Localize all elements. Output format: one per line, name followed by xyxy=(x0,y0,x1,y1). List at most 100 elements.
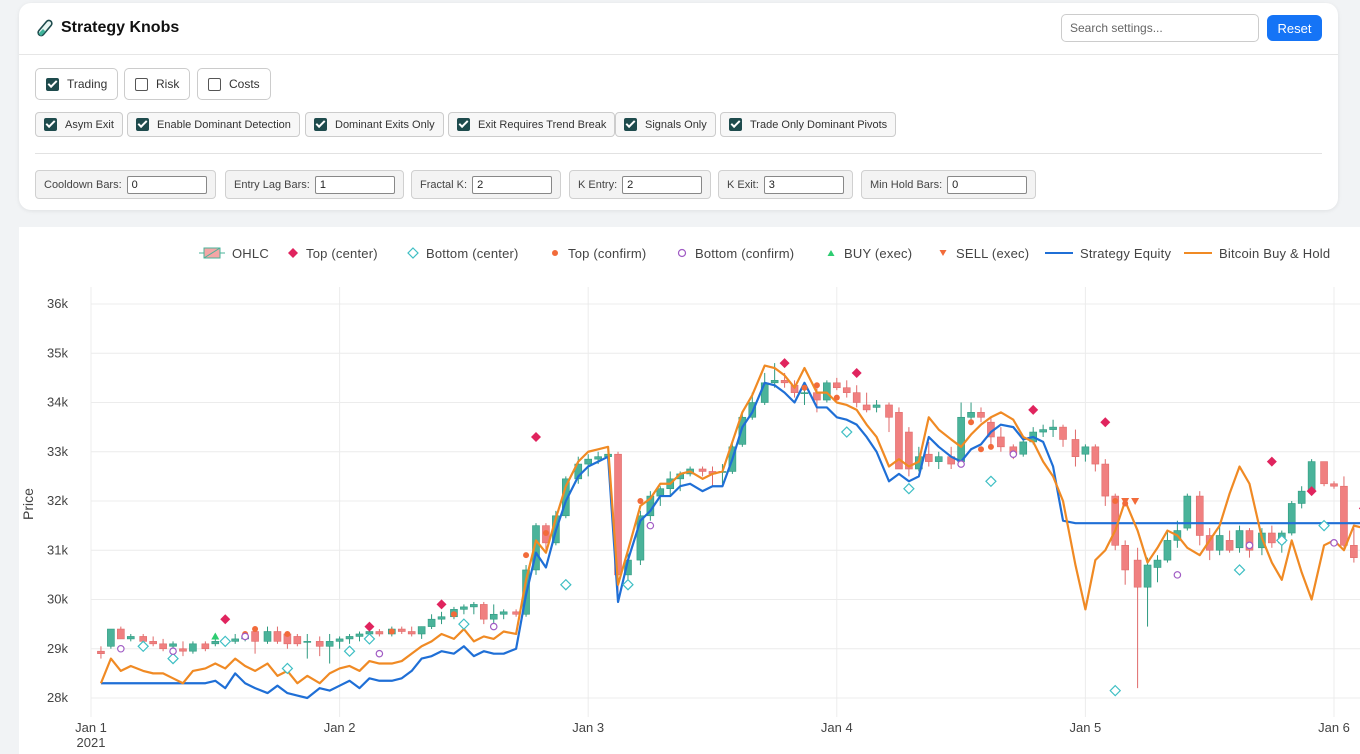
candle-body xyxy=(1143,564,1152,588)
legend-sell-exec[interactable]: SELL (exec) xyxy=(937,245,1029,261)
candle-body xyxy=(1287,503,1296,534)
candle-body xyxy=(159,643,167,650)
tab-costs[interactable]: Costs xyxy=(197,68,271,100)
y-tick-label: 35k xyxy=(47,345,68,360)
k-entry-input[interactable] xyxy=(622,175,703,194)
signals-only-checkbox[interactable] xyxy=(624,118,637,131)
trade-only-dominant-pivots-checkbox[interactable] xyxy=(729,118,742,131)
y-tick-label: 34k xyxy=(47,395,68,410)
legend-top-confirm[interactable]: Top (confirm) xyxy=(549,245,646,261)
option-enable-dominant-detection[interactable]: Enable Dominant Detection xyxy=(127,112,300,137)
candle-body xyxy=(997,436,1005,448)
candle-body xyxy=(499,611,508,615)
legend-bottom-center[interactable]: Bottom (center) xyxy=(407,245,519,261)
bottom-center-marker xyxy=(1275,534,1288,547)
candle-body xyxy=(905,431,913,470)
candle-body xyxy=(1297,490,1306,504)
legend-ohlc[interactable]: OHLC xyxy=(199,245,269,261)
reset-button[interactable]: Reset xyxy=(1267,15,1322,41)
diamond-icon xyxy=(288,248,298,258)
option-signals-only[interactable]: Signals Only xyxy=(615,112,716,137)
candle-body xyxy=(211,641,220,645)
candle-body xyxy=(823,382,831,401)
bottom-center-marker xyxy=(1318,519,1330,532)
bottom-confirm-marker xyxy=(169,647,177,656)
candle-body xyxy=(813,392,821,401)
candle-body xyxy=(149,641,157,645)
x-tick-label: Jan 4 xyxy=(821,720,853,735)
tab-risk[interactable]: Risk xyxy=(124,68,191,100)
option-trade-only-dominant-pivots[interactable]: Trade Only Dominant Pivots xyxy=(720,112,897,137)
bottom-center-marker xyxy=(903,482,915,495)
candle-body xyxy=(1268,532,1276,544)
top-center-marker xyxy=(779,358,790,369)
k-exit-input[interactable] xyxy=(763,175,844,194)
top-confirm-marker xyxy=(801,384,808,391)
option-asym-exit[interactable]: Asym Exit xyxy=(35,112,123,137)
candle-body xyxy=(924,453,933,462)
cooldown-bars-input[interactable] xyxy=(126,175,207,194)
legend-label: Bottom (confirm) xyxy=(695,245,795,261)
candle-body xyxy=(293,636,302,645)
legend-top-center[interactable]: Top (center) xyxy=(287,245,378,261)
tab-trading[interactable]: Trading xyxy=(35,68,119,100)
x-tick-label: Jan 5 xyxy=(1069,720,1101,735)
costs-checkbox[interactable] xyxy=(208,77,221,91)
candle-body xyxy=(397,628,406,632)
candle-body xyxy=(584,458,593,465)
legend-buy-hold[interactable]: Bitcoin Buy & Hold xyxy=(1184,245,1330,261)
candle-body xyxy=(800,392,809,394)
dominant-exits-only-checkbox[interactable] xyxy=(314,118,327,131)
legend-buy-exec[interactable]: BUY (exec) xyxy=(825,245,912,261)
param-label: Min Hold Bars: xyxy=(870,178,943,191)
bottom-center-marker xyxy=(363,633,376,645)
trading-checkbox[interactable] xyxy=(46,77,59,91)
dot-icon xyxy=(552,250,558,256)
top-center-marker xyxy=(851,367,862,378)
candle-body xyxy=(1133,559,1142,588)
candle-body xyxy=(698,468,707,472)
legend-bottom-confirm[interactable]: Bottom (confirm) xyxy=(676,245,794,261)
candle-body xyxy=(97,650,105,654)
y-tick-label: 33k xyxy=(47,444,68,459)
risk-checkbox[interactable] xyxy=(135,77,148,91)
x-tick-label: 2021 xyxy=(77,735,106,750)
candle-body xyxy=(479,604,488,620)
candle-body xyxy=(1235,530,1244,549)
entry-lag-bars-input[interactable] xyxy=(314,175,395,194)
top-center-marker xyxy=(1028,404,1039,415)
candle-body xyxy=(407,631,416,635)
top-center-marker xyxy=(436,599,447,610)
search-settings-input[interactable] xyxy=(1061,14,1259,42)
asym-exit-checkbox[interactable] xyxy=(44,118,57,131)
top-center-marker xyxy=(1306,486,1317,497)
candle-body xyxy=(1215,535,1224,551)
top-center-marker xyxy=(1100,417,1111,428)
tab-costs-label: Costs xyxy=(229,77,260,91)
panel-title: Strategy Knobs xyxy=(35,18,179,38)
param-label: Fractal K: xyxy=(420,178,468,191)
option-exit-requires-trend-break[interactable]: Exit Requires Trend Break xyxy=(448,112,616,137)
y-axis-label: Price xyxy=(20,488,36,520)
fractal-k-input[interactable] xyxy=(472,175,553,194)
param-label: Cooldown Bars: xyxy=(44,178,122,191)
option-dominant-exits-only[interactable]: Dominant Exits Only xyxy=(305,112,444,137)
divider xyxy=(35,153,1322,154)
exit-requires-trend-break-checkbox[interactable] xyxy=(457,118,470,131)
candle-body xyxy=(1081,446,1090,455)
enable-dominant-detection-checkbox[interactable] xyxy=(136,118,149,131)
candle-body xyxy=(1320,461,1328,485)
legend-strategy-equity[interactable]: Strategy Equity xyxy=(1045,245,1171,261)
bottom-center-marker xyxy=(137,640,150,653)
top-confirm-marker xyxy=(388,628,395,635)
bottom-center-marker xyxy=(985,475,997,488)
bottom-confirm-marker xyxy=(957,460,965,468)
top-confirm-marker xyxy=(977,446,984,453)
top-confirm-marker xyxy=(284,630,291,637)
min-hold-bars-input[interactable] xyxy=(947,175,1028,194)
option-label: Trade Only Dominant Pivots xyxy=(750,118,888,131)
candle-body xyxy=(967,412,975,418)
option-label: Exit Requires Trend Break xyxy=(478,118,607,131)
candle-body xyxy=(201,643,210,650)
x-tick-label: Jan 6 xyxy=(1318,720,1350,735)
